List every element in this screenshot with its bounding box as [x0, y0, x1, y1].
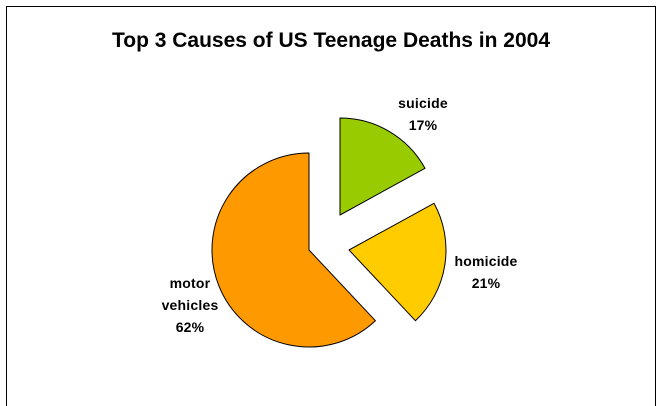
slice-name-homicide: homicide	[454, 253, 518, 269]
slice-label-homicide: homicide 21%	[436, 250, 536, 294]
slice-label-suicide: suicide 17%	[378, 92, 468, 136]
slice-percent-suicide: 17%	[408, 117, 438, 133]
chart-title: Top 3 Causes of US Teenage Deaths in 200…	[111, 29, 551, 52]
slice-label-motor-vehicles: motor vehicles 62%	[148, 272, 232, 338]
slice-name-suicide: suicide	[398, 95, 448, 111]
slice-percent-motor-vehicles: 62%	[175, 319, 205, 335]
slice-percent-homicide: 21%	[471, 275, 501, 291]
pie-slice-motor-vehicles	[211, 152, 376, 348]
pie-slice-homicide	[348, 202, 447, 322]
slice-name-motor-vehicles: motor vehicles	[161, 275, 219, 313]
pie-slice-suicide	[339, 117, 426, 216]
